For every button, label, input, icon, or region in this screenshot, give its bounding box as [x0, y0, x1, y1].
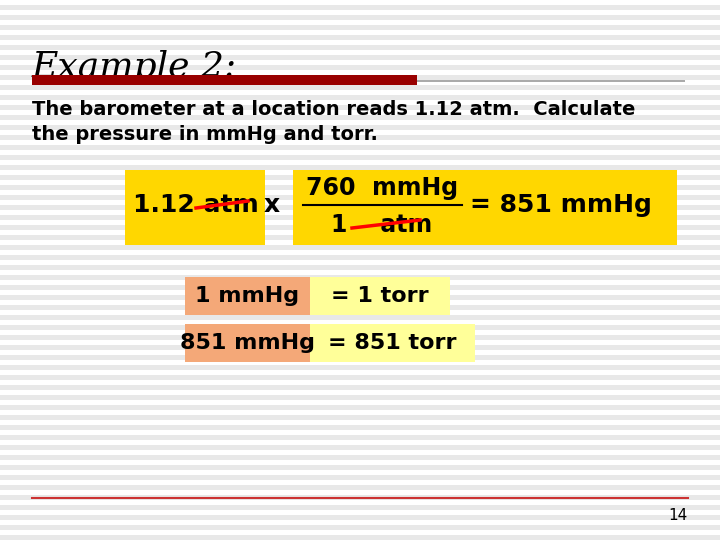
Bar: [0, 5, 720, 10]
Bar: [0, 295, 720, 300]
Bar: [0, 115, 720, 120]
Bar: [0, 45, 720, 50]
Bar: [0, 135, 720, 140]
Bar: [462, 170, 677, 245]
Bar: [0, 275, 720, 280]
Bar: [0, 465, 720, 470]
Bar: [0, 175, 720, 180]
Bar: [0, 185, 720, 190]
Bar: [0, 445, 720, 450]
Bar: [32, 75, 417, 85]
Bar: [0, 475, 720, 480]
Bar: [0, 425, 720, 430]
Bar: [0, 145, 720, 150]
Bar: [0, 485, 720, 490]
Bar: [0, 535, 720, 540]
Bar: [185, 277, 310, 315]
Bar: [417, 80, 685, 82]
Text: 851 mmHg: 851 mmHg: [179, 333, 315, 353]
Text: = 1 torr: = 1 torr: [331, 286, 429, 306]
Text: 1.12 atm: 1.12 atm: [133, 193, 258, 217]
Bar: [0, 515, 720, 520]
Bar: [0, 405, 720, 410]
Text: 14: 14: [669, 508, 688, 523]
Bar: [0, 95, 720, 100]
Bar: [0, 205, 720, 210]
Text: x: x: [264, 193, 280, 217]
Bar: [0, 125, 720, 130]
Bar: [0, 365, 720, 370]
Bar: [293, 170, 468, 245]
Bar: [0, 65, 720, 70]
Bar: [0, 215, 720, 220]
Bar: [0, 495, 720, 500]
Bar: [0, 315, 720, 320]
Bar: [0, 105, 720, 110]
Bar: [310, 277, 450, 315]
Bar: [0, 85, 720, 90]
Bar: [0, 345, 720, 350]
Bar: [0, 235, 720, 240]
Bar: [0, 25, 720, 30]
Bar: [0, 225, 720, 230]
Bar: [0, 255, 720, 260]
Bar: [0, 435, 720, 440]
Bar: [0, 15, 720, 20]
Bar: [0, 165, 720, 170]
Bar: [0, 355, 720, 360]
Text: = 851 torr: = 851 torr: [328, 333, 456, 353]
Bar: [0, 195, 720, 200]
Bar: [0, 155, 720, 160]
Text: the pressure in mmHg and torr.: the pressure in mmHg and torr.: [32, 125, 378, 144]
Bar: [0, 265, 720, 270]
Text: Example 2:: Example 2:: [32, 50, 237, 84]
Bar: [185, 324, 310, 362]
Bar: [0, 385, 720, 390]
Text: The barometer at a location reads 1.12 atm.  Calculate: The barometer at a location reads 1.12 a…: [32, 100, 635, 119]
Bar: [0, 245, 720, 250]
Bar: [0, 325, 720, 330]
Bar: [0, 335, 720, 340]
Text: 760  mmHg: 760 mmHg: [306, 176, 458, 200]
Bar: [125, 170, 265, 245]
Bar: [0, 305, 720, 310]
Bar: [0, 285, 720, 290]
Bar: [0, 525, 720, 530]
Bar: [0, 75, 720, 80]
Text: 1    atm: 1 atm: [331, 213, 433, 237]
Bar: [0, 395, 720, 400]
Text: 1 mmHg: 1 mmHg: [195, 286, 299, 306]
Bar: [0, 35, 720, 40]
Bar: [0, 415, 720, 420]
Bar: [0, 505, 720, 510]
Bar: [0, 455, 720, 460]
Bar: [310, 324, 475, 362]
Text: = 851 mmHg: = 851 mmHg: [470, 193, 652, 217]
Bar: [0, 375, 720, 380]
Bar: [0, 55, 720, 60]
